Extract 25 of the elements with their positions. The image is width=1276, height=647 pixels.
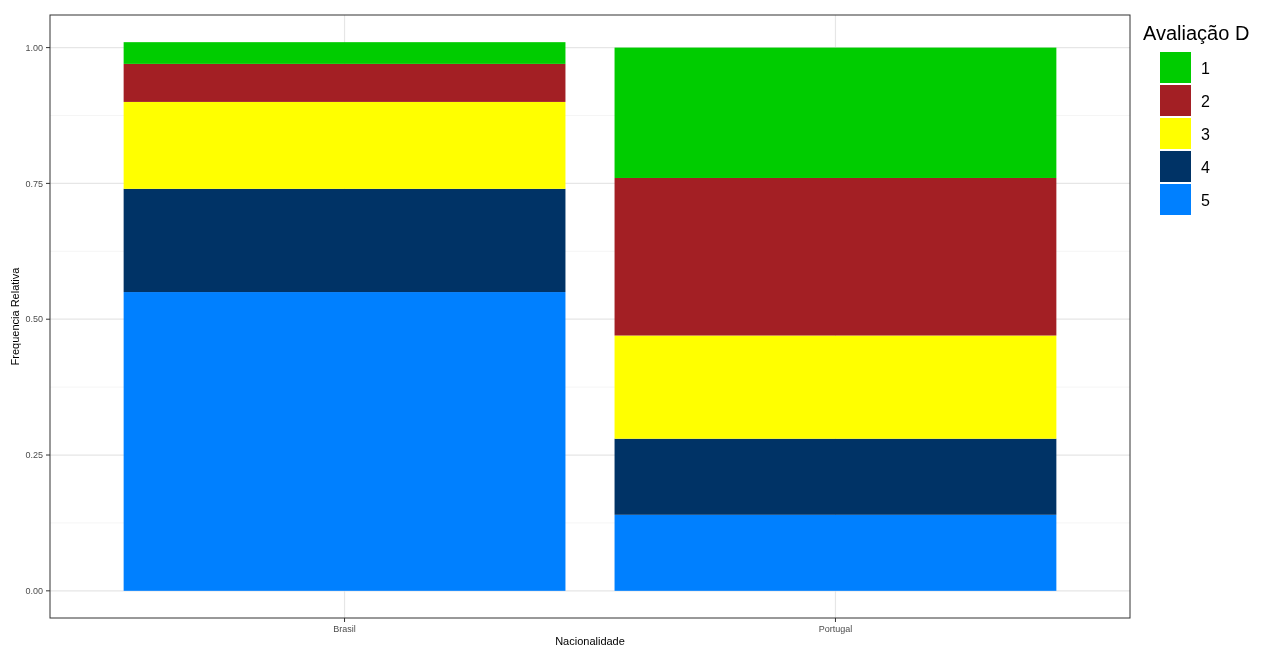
y-tick-label: 0.50 [25,314,43,325]
x-axis-title: Nacionalidade [555,635,625,647]
legend-label: 4 [1201,158,1210,176]
bar [614,514,1057,591]
legend-label: 2 [1201,92,1210,110]
bar [123,42,566,64]
y-tick-label: 0.00 [25,585,43,596]
x-tick-label: Brasil [333,624,356,634]
y-tick-label: 0.25 [25,450,43,461]
bar [123,63,566,102]
x-tick-label: Portugal [818,624,853,634]
legend-label: 1 [1201,59,1210,77]
bar [614,177,1057,336]
y-tick-label: 0.75 [25,178,43,189]
y-axis-title: Frequencia Relativa [9,266,21,366]
y-tick-label: 1.00 [25,42,43,53]
bar [123,292,566,591]
bar [614,438,1057,515]
legend-label: 5 [1201,191,1210,209]
bar [614,335,1057,439]
legend-title: Avaliação D [1143,22,1250,44]
bar [123,101,566,189]
bar [614,47,1057,178]
bar [123,188,566,293]
legend-label: 3 [1201,125,1210,143]
